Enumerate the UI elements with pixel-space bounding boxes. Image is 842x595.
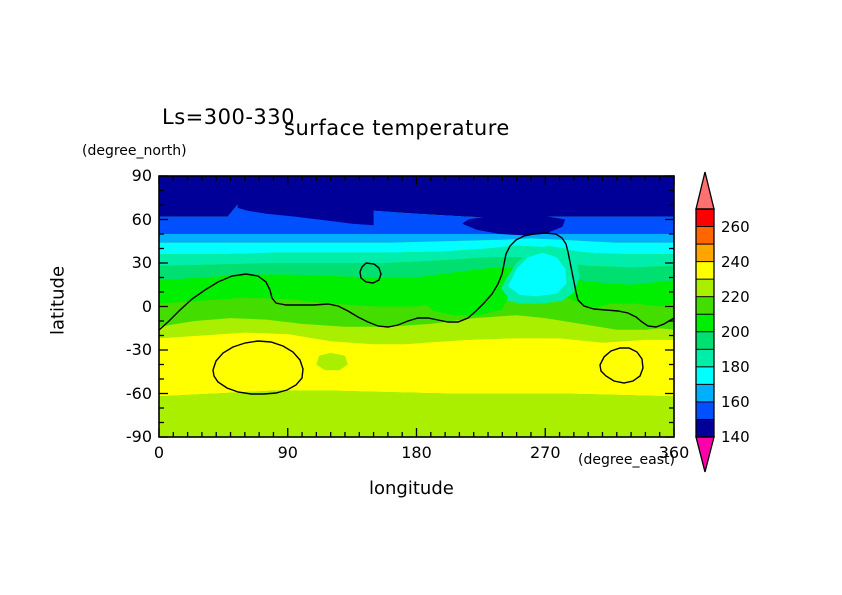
y-tick-label-0: 0 xyxy=(141,296,152,316)
y-tick-label-30: 30 xyxy=(131,253,152,272)
colorbar-tick-label-240: 240 xyxy=(721,252,750,271)
colorbar-tick-label-260: 260 xyxy=(721,217,750,236)
band-160-170 xyxy=(159,234,674,243)
colorbar-frame xyxy=(695,208,715,438)
colorbar-tick-label-140: 140 xyxy=(721,428,750,446)
filled-contour-bands xyxy=(159,176,674,437)
x-tick-label-90: 90 xyxy=(277,443,298,462)
overlay-contour-line xyxy=(159,232,674,395)
feature-north-cold-patch xyxy=(462,215,566,236)
page-title: surface temperature xyxy=(284,116,510,140)
feature-yellow-belt-notch xyxy=(316,352,348,371)
x-tick-label-0: 0 xyxy=(153,443,165,462)
y-tick-label--30: -30 xyxy=(125,340,152,359)
feature-equatorial-green-intrusion xyxy=(425,280,509,316)
x-tick-label-270: 270 xyxy=(529,443,561,462)
colorbar xyxy=(695,171,715,473)
feature-southern-yellow-core xyxy=(159,332,674,382)
axis-ticks xyxy=(158,175,675,438)
band-170-180 xyxy=(159,238,674,255)
band-220-230 xyxy=(159,315,674,348)
x-axis-title: longitude xyxy=(369,478,454,499)
colorbar-tick-label-180: 180 xyxy=(721,357,750,376)
y-tick-label-90: 90 xyxy=(131,166,152,185)
band-south-polar-220-230 xyxy=(159,390,674,437)
x-tick-label-180: 180 xyxy=(401,443,432,462)
colorbar-tick-label-200: 200 xyxy=(721,322,750,341)
colorbar-tick-label-220: 220 xyxy=(721,287,750,306)
y-tick-label--60: -60 xyxy=(125,383,152,403)
y-tick-label-60: 60 xyxy=(131,209,152,229)
x-axis-units-label: (degree_east) xyxy=(578,452,675,468)
y-tick-label--90: -90 xyxy=(125,427,152,446)
feature-north-cold-extension xyxy=(237,176,374,226)
subtitle-ls: Ls=300-330 xyxy=(162,105,295,129)
x-tick-label-360: 360 xyxy=(658,443,690,462)
feature-tharsis-core xyxy=(508,252,567,297)
y-axis-tick-labels: 90 60 30 0 -30 -60 -90 xyxy=(100,0,152,595)
y-axis-units-label: (degree_north) xyxy=(82,143,187,159)
colorbar-bands xyxy=(695,208,715,438)
colorbar-tick-label-160: 160 xyxy=(721,392,750,411)
